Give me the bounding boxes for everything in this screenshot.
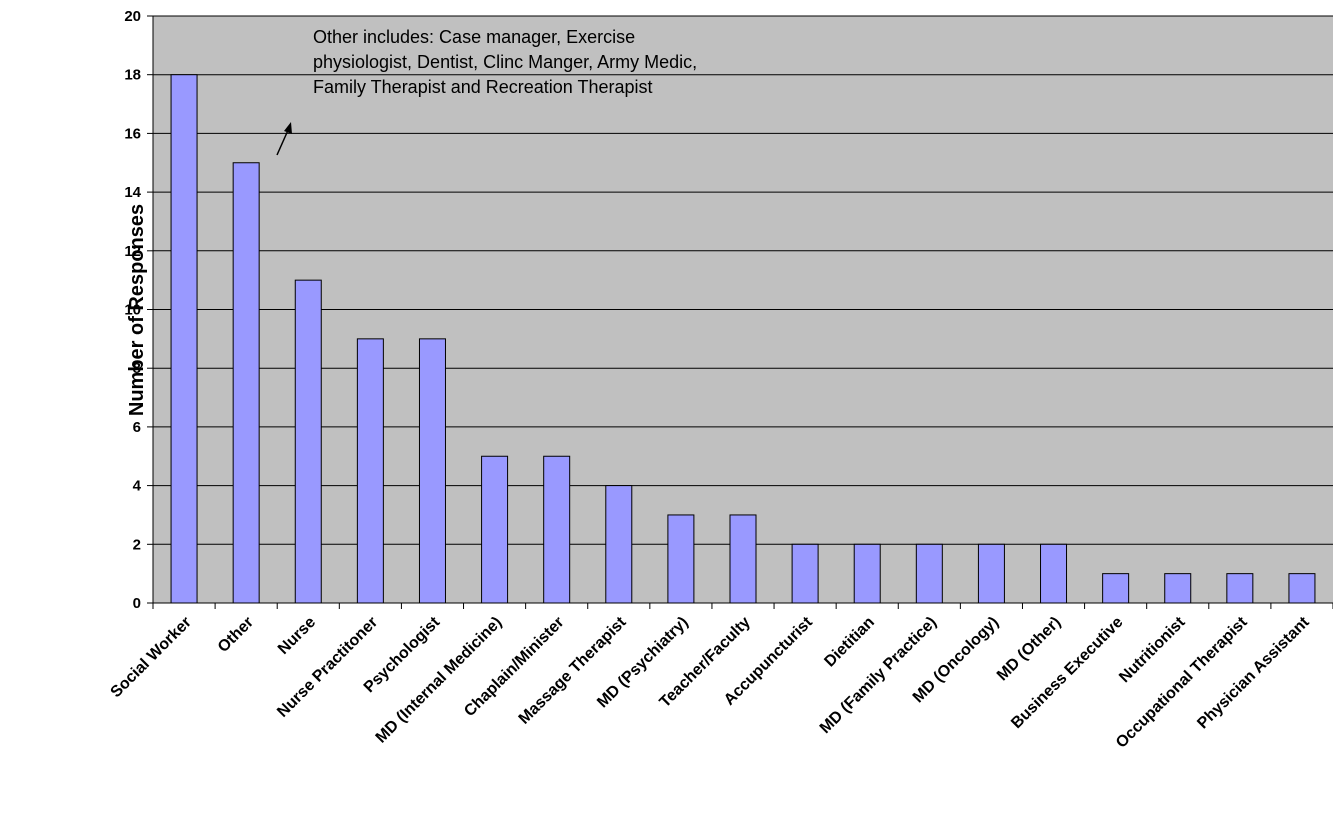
x-tick-label: Massage Therapist	[516, 613, 630, 727]
x-tick-label: Physician Assistant	[1194, 613, 1313, 732]
y-tick-label: 8	[133, 360, 141, 377]
annotation-arrow-shaft	[276, 127, 290, 156]
axes	[147, 15, 1333, 609]
y-tick-label: 6	[133, 419, 141, 436]
x-tick-label: Social Worker	[108, 614, 195, 701]
bar	[356, 338, 384, 604]
x-tick-label: Occupational Therapist	[1113, 613, 1251, 751]
x-tick-label: Nurse	[275, 614, 319, 658]
x-tick-label: Business Executive	[1008, 614, 1126, 732]
bar	[915, 543, 943, 604]
bar	[1040, 543, 1068, 604]
bar	[294, 279, 322, 604]
bar	[481, 455, 509, 604]
bar	[1226, 573, 1254, 604]
y-tick-label: 10	[124, 302, 141, 319]
annotation-line-2: physiologist, Dentist, Clinc Manger, Arm…	[313, 52, 697, 72]
bars	[170, 74, 1316, 604]
annotation-line-3: Family Therapist and Recreation Therapis…	[313, 77, 653, 97]
y-tick-label: 0	[133, 595, 141, 612]
bar	[977, 543, 1005, 604]
bar	[543, 455, 571, 604]
x-tick-label: MD (Internal Medicine)	[373, 614, 506, 747]
grid-lines	[153, 15, 1333, 545]
y-axis-title: Number of Responses	[126, 204, 148, 416]
bar	[418, 338, 446, 604]
bar	[170, 74, 198, 604]
bar	[667, 514, 695, 604]
y-tick-label: 4	[133, 478, 142, 495]
annotation-arrow-head	[284, 122, 292, 134]
x-tick-label: Dietitian	[821, 614, 878, 671]
y-tick-label: 20	[124, 8, 141, 25]
annotation-line-1: Other includes: Case manager, Exercise	[313, 27, 635, 47]
y-tick-label: 2	[133, 536, 141, 553]
bar	[853, 543, 881, 604]
y-tick-label: 12	[124, 243, 141, 260]
x-tick-label: Other	[215, 614, 257, 656]
bar	[605, 485, 633, 604]
y-tick-label: 14	[124, 184, 141, 201]
y-tick-label: 18	[124, 67, 141, 84]
bar	[729, 514, 757, 604]
y-tick-labels: 0 2 4 6 8 10 12 14 16 18 20	[124, 8, 141, 612]
annotation: Other includes: Case manager, Exercise p…	[276, 27, 697, 156]
bar	[791, 543, 819, 604]
y-tick-label: 16	[124, 125, 141, 142]
bar	[1288, 573, 1316, 604]
bar	[1102, 573, 1130, 604]
bar	[232, 162, 260, 604]
x-tick-label: MD (Family Practice)	[817, 614, 940, 737]
bar	[1164, 573, 1192, 604]
